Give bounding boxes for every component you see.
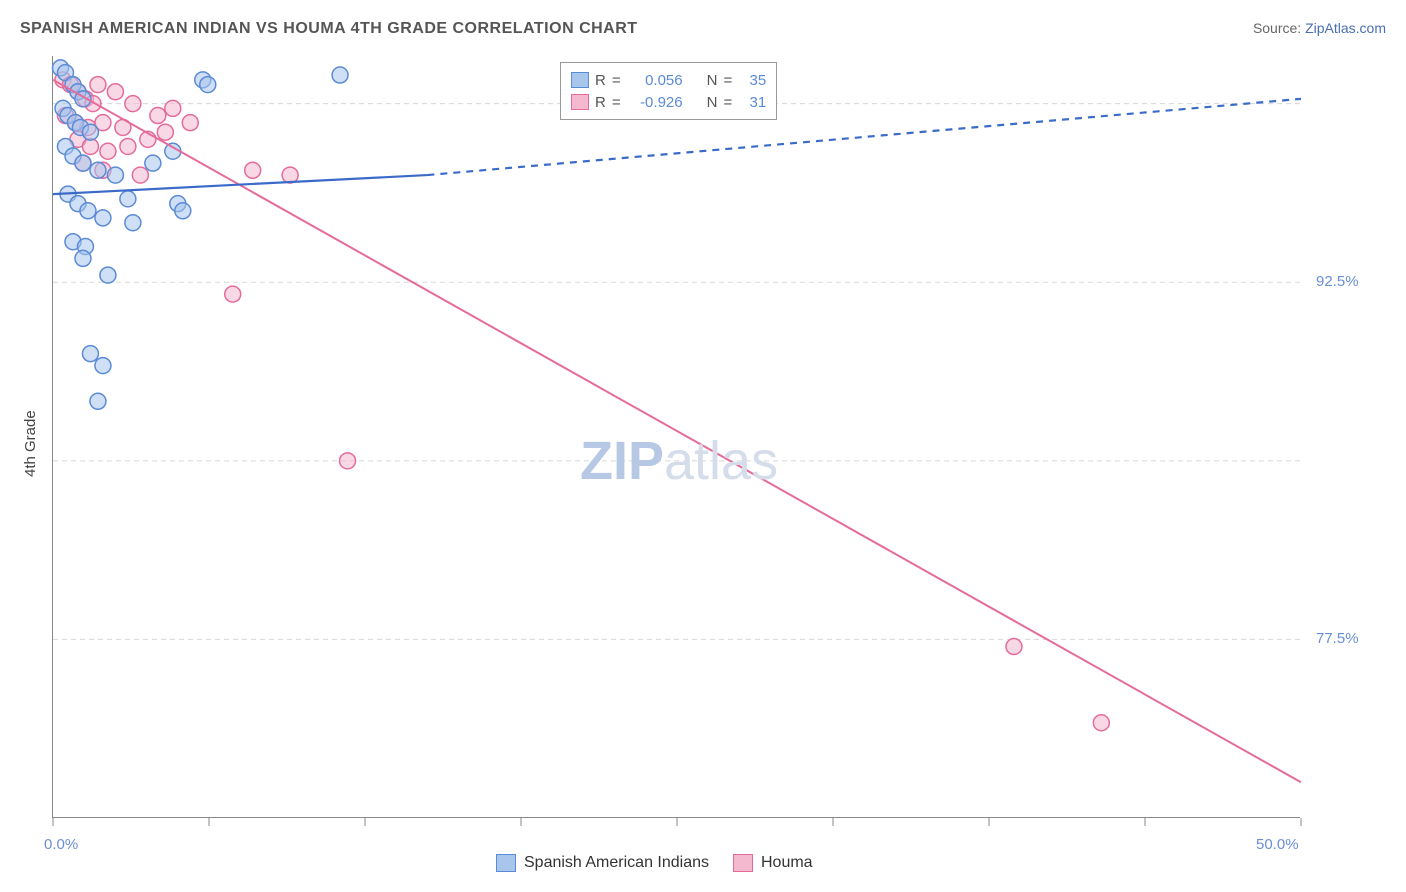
legend-r-blue: 0.056 <box>627 72 683 89</box>
chart-title: SPANISH AMERICAN INDIAN VS HOUMA 4TH GRA… <box>20 20 638 38</box>
legend-r-label: R <box>595 72 606 89</box>
series-legend: Spanish American Indians Houma <box>496 854 813 872</box>
y-axis-label: 4th Grade <box>22 410 39 477</box>
x-tick-label: 0.0% <box>44 836 78 853</box>
legend-item-pink: Houma <box>733 854 813 872</box>
legend-n-label: N <box>707 72 718 89</box>
legend-item-blue: Spanish American Indians <box>496 854 709 872</box>
legend-eq: = <box>612 94 621 111</box>
source-prefix: Source: <box>1253 20 1305 36</box>
legend-r-label: R <box>595 94 606 111</box>
legend-n-blue: 35 <box>738 72 766 89</box>
legend-r-pink: -0.926 <box>627 94 683 111</box>
legend-swatch-pink-icon <box>733 854 753 872</box>
legend-label-blue: Spanish American Indians <box>524 854 709 872</box>
legend-row-pink: R = -0.926 N = 31 <box>571 91 766 113</box>
legend-eq: = <box>612 72 621 89</box>
legend-label-pink: Houma <box>761 854 813 872</box>
plot-svg <box>53 56 1301 818</box>
legend-n-pink: 31 <box>738 94 766 111</box>
legend-eq: = <box>723 94 732 111</box>
legend-n-label: N <box>707 94 718 111</box>
legend-swatch-pink <box>571 94 589 110</box>
source-attribution: Source: ZipAtlas.com <box>1253 20 1386 36</box>
x-tick-label: 50.0% <box>1256 836 1299 853</box>
source-link[interactable]: ZipAtlas.com <box>1305 20 1386 36</box>
y-tick-label: 92.5% <box>1316 273 1359 290</box>
legend-eq: = <box>723 72 732 89</box>
legend-swatch-blue <box>571 72 589 88</box>
legend-swatch-blue-icon <box>496 854 516 872</box>
legend-row-blue: R = 0.056 N = 35 <box>571 69 766 91</box>
y-tick-label: 77.5% <box>1316 630 1359 647</box>
correlation-legend: R = 0.056 N = 35 R = -0.926 N = 31 <box>560 62 777 120</box>
plot-area <box>52 56 1300 818</box>
